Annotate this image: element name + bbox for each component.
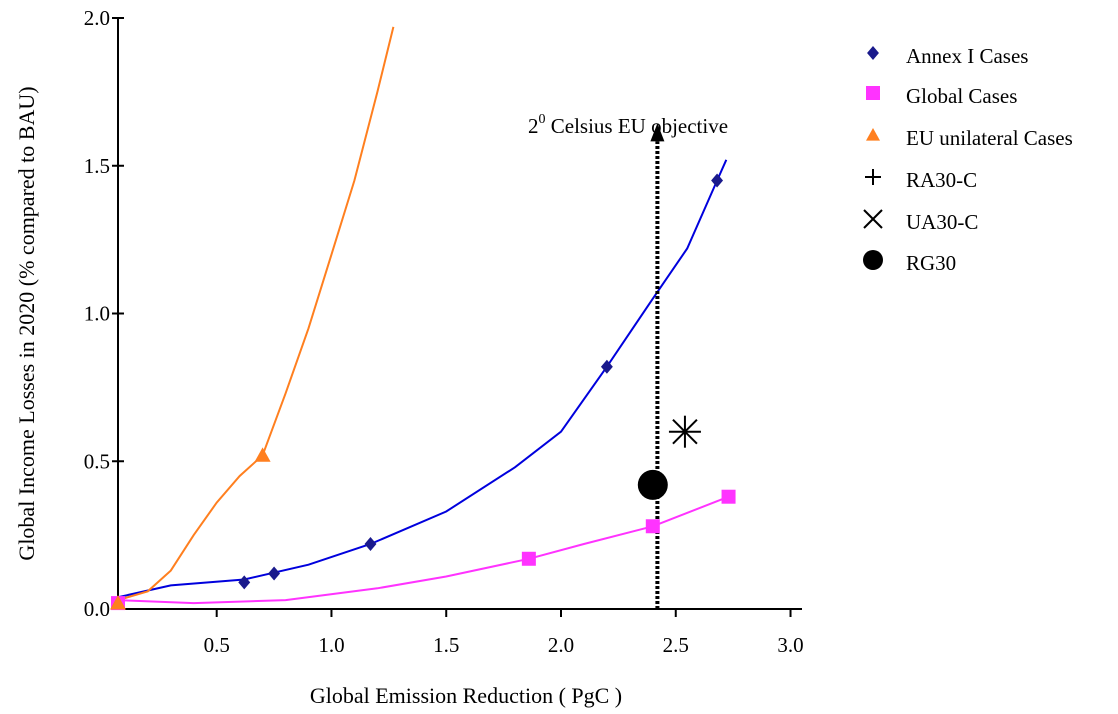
legend-label: EU unilateral Cases — [906, 126, 1073, 150]
y-tick-label: 0.5 — [84, 449, 110, 473]
legend-marker-square — [866, 86, 880, 100]
y-tick-label: 1.0 — [84, 302, 110, 326]
data-point-square — [521, 551, 536, 566]
x-tick-label: 3.0 — [777, 633, 803, 657]
x-tick-label: 1.5 — [433, 633, 459, 657]
objective-label-sup: 0 — [539, 112, 546, 127]
series-curve-2 — [117, 26, 395, 602]
data-point-triangle — [254, 447, 271, 462]
data-point-circle — [637, 469, 668, 500]
legend-label: Annex I Cases — [906, 44, 1028, 68]
objective-label-rest: Celsius EU objective — [546, 114, 729, 138]
data-point-diamond — [711, 173, 724, 188]
legend-label: UA30-C — [906, 210, 978, 234]
y-tick-label: 0.0 — [84, 597, 110, 621]
objective-arrowhead — [650, 123, 665, 142]
data-point-square — [721, 489, 736, 504]
legend-marker-triangle — [866, 128, 880, 141]
data-point-square — [645, 519, 660, 534]
legend-label: RA30-C — [906, 168, 977, 192]
series-curve-1 — [117, 495, 729, 605]
data-point-diamond — [600, 359, 613, 374]
legend-marker-x — [863, 209, 883, 229]
x-tick-label: 2.0 — [548, 633, 574, 657]
data-point-diamond — [238, 575, 251, 590]
legend-marker-diamond — [867, 46, 879, 60]
x-tick-label: 0.5 — [204, 633, 230, 657]
data-point-diamond — [268, 566, 281, 581]
legend-label: RG30 — [906, 251, 956, 275]
y-tick-label: 1.5 — [84, 154, 110, 178]
y-axis-title: Global Income Losses in 2020 (% compared… — [14, 86, 39, 560]
data-point-x — [672, 418, 698, 445]
objective-label-main: 2 — [528, 114, 539, 138]
data-point-triangle — [110, 595, 126, 610]
legend-marker-circle — [863, 250, 883, 270]
x-tick-label: 1.0 — [318, 633, 344, 657]
y-tick-label: 2.0 — [84, 6, 110, 30]
legend-label: Global Cases — [906, 84, 1017, 108]
objective-label: 20 Celsius EU objective — [528, 112, 728, 138]
x-axis-title: Global Emission Reduction ( PgC ) — [310, 683, 622, 708]
data-point-diamond — [364, 536, 377, 551]
x-tick-label: 2.5 — [663, 633, 689, 657]
